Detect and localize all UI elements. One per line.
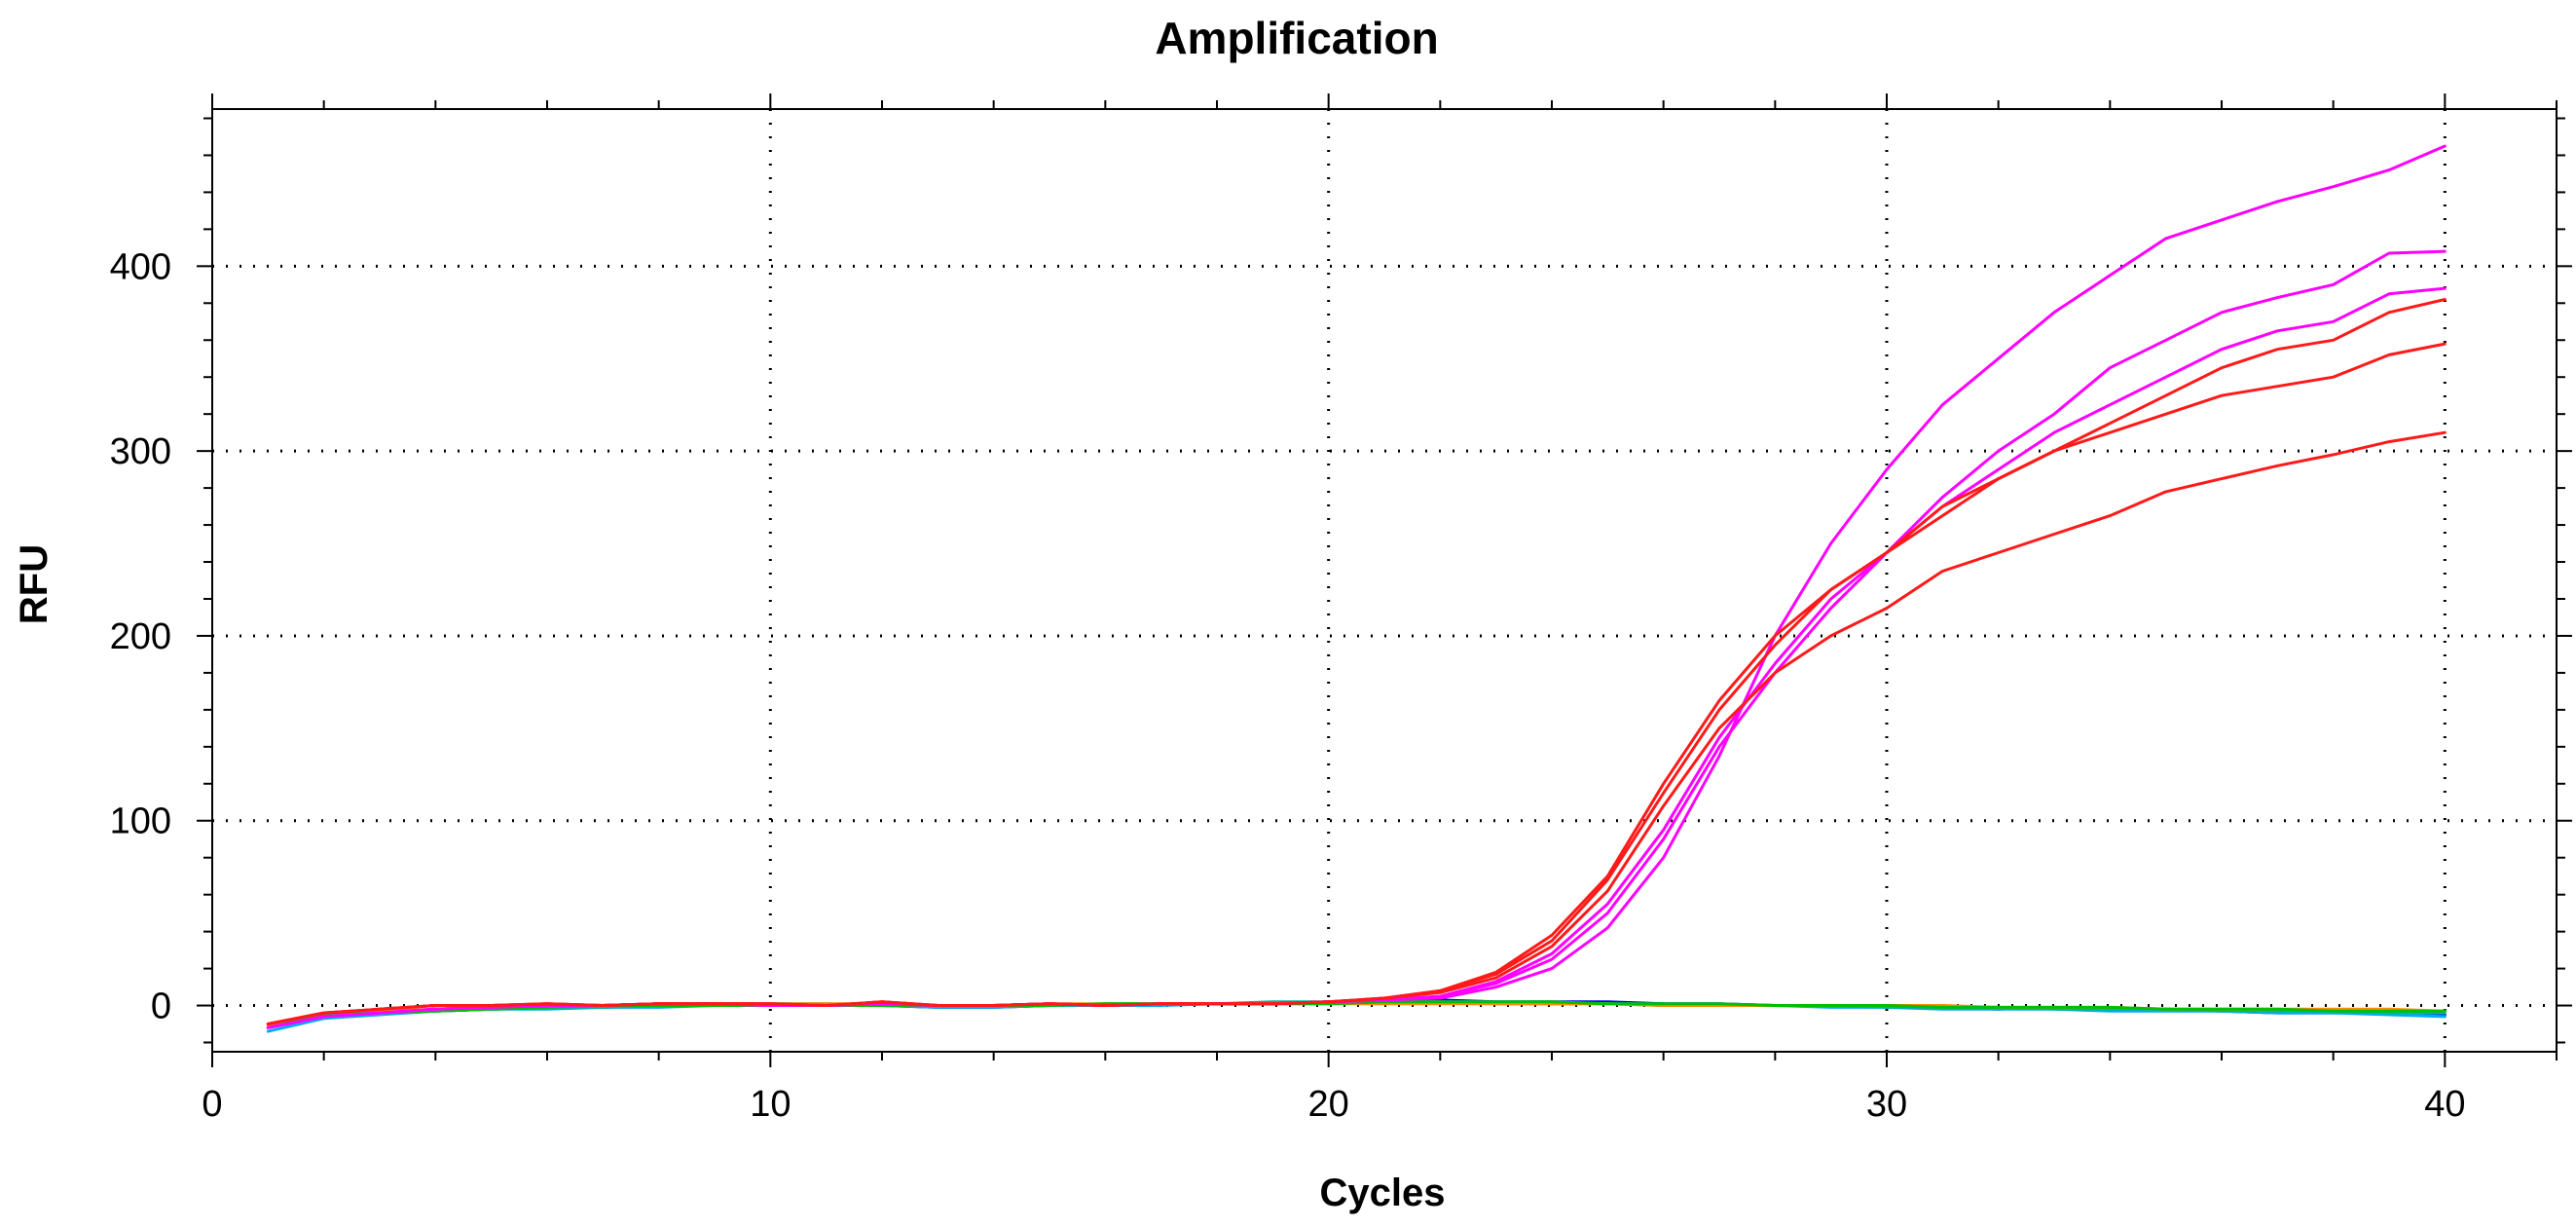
plot-frame xyxy=(211,108,2558,1053)
y-tick-labels: 0 100 200 300 400 xyxy=(110,246,171,1026)
y-tick-label: 400 xyxy=(110,246,171,287)
series-layer xyxy=(266,144,2447,1033)
series-line-sample-red-3 xyxy=(266,430,2447,1025)
grid-lines xyxy=(212,109,2557,1052)
axis-ticks xyxy=(197,93,2572,1067)
y-tick-label: 200 xyxy=(110,616,171,657)
x-tick-label: 0 xyxy=(202,1084,222,1125)
x-tick-label: 10 xyxy=(750,1084,791,1125)
x-axis-label: Cycles xyxy=(1320,1172,1446,1214)
chart-title: Amplification xyxy=(1155,13,1438,63)
y-axis-label: RFU xyxy=(13,544,55,624)
y-tick-label: 100 xyxy=(110,801,171,842)
y-tick-label: 0 xyxy=(151,986,171,1027)
y-tick-label: 300 xyxy=(110,431,171,472)
x-tick-label: 40 xyxy=(2424,1084,2465,1125)
x-tick-label: 30 xyxy=(1866,1084,1907,1125)
x-tick-label: 20 xyxy=(1308,1084,1349,1125)
x-tick-labels: 0 10 20 30 40 xyxy=(202,1084,2465,1125)
